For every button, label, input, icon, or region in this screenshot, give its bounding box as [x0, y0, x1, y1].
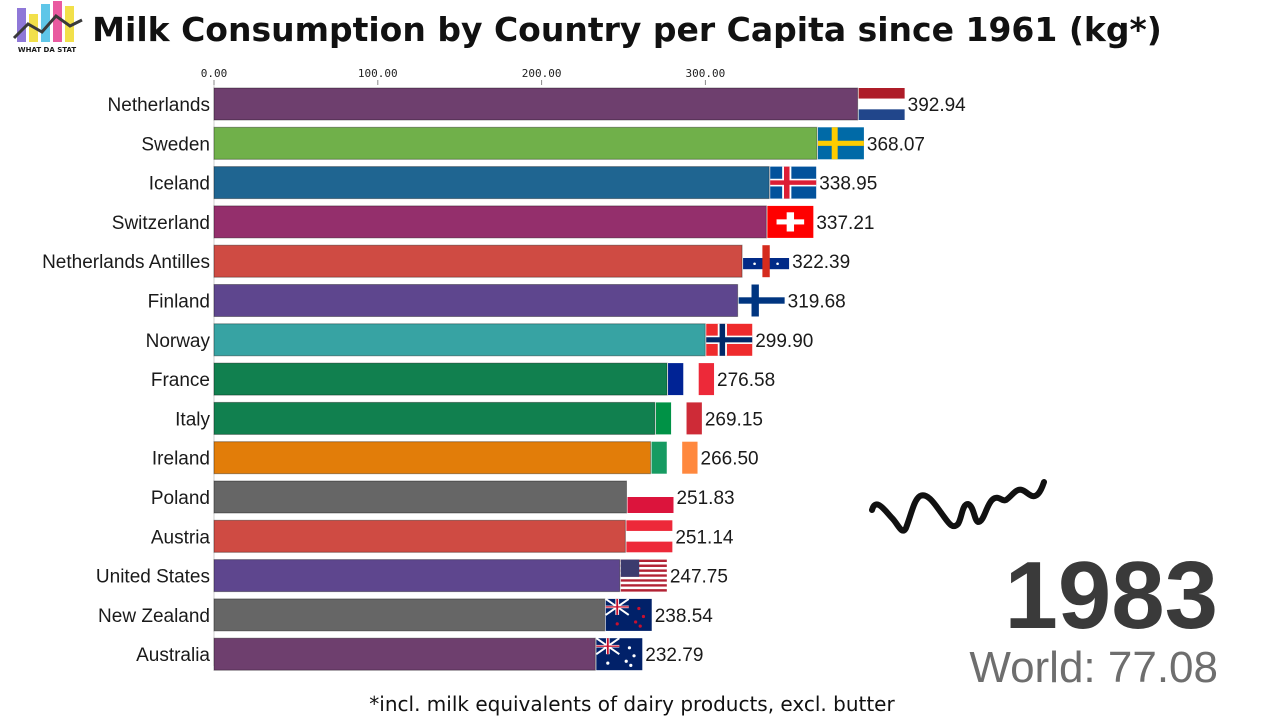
x-tick-label: 200.00 [522, 67, 562, 80]
bar-row: Switzerland 337.21 [112, 205, 874, 239]
category-label: Austria [151, 527, 211, 548]
bar-row: Ireland 266.50 [152, 441, 759, 475]
bar [213, 323, 706, 357]
bar [213, 637, 596, 671]
value-label: 232.79 [645, 645, 703, 666]
value-label: 392.94 [908, 95, 967, 116]
chart-title: Milk Consumption by Country per Capita s… [92, 10, 1162, 49]
value-label: 266.50 [701, 449, 759, 470]
bar-row: Poland 251.83 [151, 480, 735, 514]
bar-row: Netherlands Antilles 322.39 [42, 244, 850, 278]
category-label: New Zealand [98, 606, 210, 627]
category-label: Netherlands Antilles [42, 252, 210, 273]
bar [213, 166, 770, 200]
australia-flag-icon [595, 637, 643, 671]
category-label: Iceland [149, 174, 210, 195]
austria-flag-icon [626, 520, 673, 553]
category-label: Netherlands [108, 95, 210, 116]
category-label: Norway [146, 331, 211, 352]
value-label: 299.90 [755, 331, 813, 352]
netherlands-antilles-flag-icon [743, 245, 790, 278]
italy-flag-icon [655, 402, 702, 435]
value-label: 247.75 [670, 567, 728, 588]
year-label: 1983 [1004, 542, 1218, 649]
category-label: Switzerland [112, 213, 210, 234]
sweden-flag-icon [817, 127, 864, 160]
category-label: France [151, 370, 210, 391]
bar-row: Iceland 338.95 [149, 166, 877, 200]
value-label: 368.07 [867, 134, 925, 155]
bar [213, 519, 626, 553]
bar [213, 362, 668, 396]
category-label: Finland [148, 292, 210, 313]
bar-row: Finland 319.68 [148, 284, 846, 317]
x-tick-label: 300.00 [686, 67, 726, 80]
bar-row: United States 247.75 [96, 559, 728, 593]
world-trend-line-icon [869, 479, 1047, 534]
bar-chart-logo-icon [12, 1, 83, 42]
value-label: 269.15 [705, 409, 763, 430]
category-label: Australia [136, 645, 210, 666]
new-zealand-flag-icon [605, 598, 652, 631]
category-label: Ireland [152, 449, 210, 470]
bar [213, 441, 652, 475]
switzerland-flag-icon [767, 205, 814, 238]
category-label: Italy [175, 409, 210, 430]
finland-flag-icon [738, 284, 785, 317]
category-label: Poland [151, 488, 210, 509]
bar [213, 559, 621, 593]
footnote: *incl. milk equivalents of dairy product… [369, 692, 895, 716]
bar [213, 87, 859, 121]
bar-row: Netherlands 392.94 [108, 87, 967, 121]
united-states-flag-icon [620, 559, 667, 592]
norway-flag-icon [706, 323, 753, 356]
bar [213, 126, 818, 160]
value-label: 319.68 [788, 292, 846, 313]
bar [213, 480, 627, 514]
netherlands-flag-icon [858, 88, 905, 120]
value-label: 322.39 [792, 252, 850, 273]
bar-row: Norway 299.90 [146, 323, 813, 357]
category-label: United States [96, 567, 210, 588]
value-label: 251.83 [676, 488, 734, 509]
category-label: Sweden [141, 134, 210, 155]
bar [213, 401, 656, 435]
bars: Netherlands 392.94 Sweden 368.07 Iceland 338.… [42, 87, 967, 671]
bar-row: France 276.58 [151, 362, 775, 396]
value-label: 337.21 [816, 213, 874, 234]
bar-row: Austria 251.14 [151, 519, 734, 553]
bar [213, 598, 606, 632]
value-label: 238.54 [655, 606, 714, 627]
x-tick-label: 0.00 [201, 67, 228, 80]
value-label: 276.58 [717, 370, 775, 391]
poland-flag-icon [627, 481, 674, 513]
bar [213, 205, 767, 239]
x-tick-label: 100.00 [358, 67, 398, 80]
bar-row: Australia 232.79 [136, 637, 703, 671]
iceland-flag-icon [770, 166, 817, 199]
ireland-flag-icon [651, 441, 698, 474]
logo-text: WHAT DA STAT [18, 46, 76, 54]
value-label: 338.95 [819, 174, 877, 195]
value-label: 251.14 [675, 527, 734, 548]
bar-row: Italy 269.15 [175, 401, 763, 435]
bar [213, 284, 739, 317]
world-value-label: World: 77.08 [969, 643, 1218, 692]
bar-row: Sweden 368.07 [141, 126, 925, 160]
what-da-stat-logo: WHAT DA STAT [12, 1, 83, 54]
france-flag-icon [668, 363, 715, 396]
bar [213, 244, 743, 278]
bar-row: New Zealand 238.54 [98, 598, 714, 632]
